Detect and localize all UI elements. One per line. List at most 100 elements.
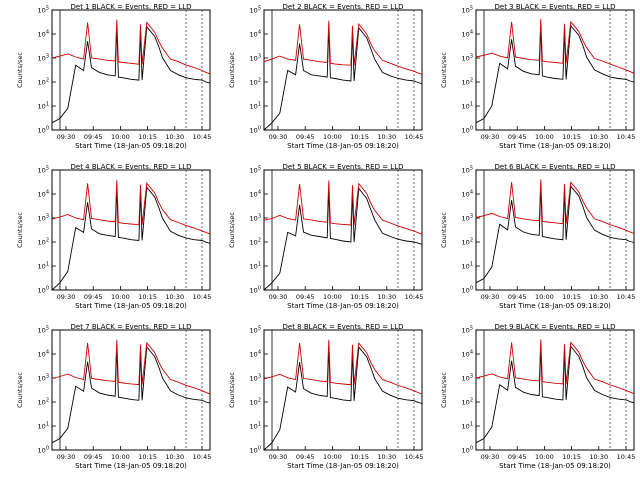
x-tick-label: 09:30	[57, 453, 76, 461]
x-tick-label: 10:00	[323, 293, 342, 301]
y-tick-label: 105	[462, 326, 473, 335]
x-tick-label: 09:30	[269, 453, 288, 461]
x-tick-label: 09:30	[269, 293, 288, 301]
x-tick-label: 10:30	[165, 133, 184, 141]
series-line-events	[475, 345, 635, 444]
y-tick-label: 103	[462, 54, 473, 63]
chart-panel-7: Det 7 BLACK = Events, RED = LLD 100 101 102…	[8, 322, 218, 480]
y-axis-label: Counts/sec	[16, 212, 24, 248]
x-tick-label: 10:45	[405, 133, 424, 141]
plot-frame	[263, 169, 423, 291]
y-tick-label: 101	[250, 102, 261, 111]
chart-panel-1: Det 1 BLACK = Events, RED = LLD 100 101 102…	[8, 2, 218, 160]
chart-svg-8: Det 8 BLACK = Events, RED = LLD 100 101 102…	[228, 323, 423, 470]
y-tick-label: 105	[250, 6, 261, 15]
y-tick-label: 105	[38, 326, 49, 335]
y-tick-label: 102	[38, 398, 49, 407]
x-tick-label: 10:45	[193, 453, 212, 461]
x-tick-label: 10:30	[165, 293, 184, 301]
series-line-lld	[51, 339, 211, 395]
y-tick-label: 105	[38, 6, 49, 15]
y-tick-label: 102	[250, 78, 261, 87]
y-axis-label: Counts/sec	[228, 372, 236, 408]
y-axis-label: Counts/sec	[440, 372, 448, 408]
plot-frame	[475, 329, 635, 451]
y-tick-label: 103	[462, 214, 473, 223]
x-tick-label: 10:30	[165, 453, 184, 461]
chart-svg-1: Det 1 BLACK = Events, RED = LLD 100 101 102…	[16, 3, 211, 150]
x-tick-label: 09:30	[269, 133, 288, 141]
y-tick-label: 105	[462, 6, 473, 15]
x-tick-label: 09:45	[508, 293, 527, 301]
x-tick-label: 10:00	[111, 133, 130, 141]
y-tick-label: 100	[250, 446, 261, 455]
series-line-lld	[475, 18, 635, 74]
chart-title: Det 3 BLACK = Events, RED = LLD	[495, 3, 616, 11]
series-line-events	[51, 345, 211, 444]
y-tick-label: 100	[38, 446, 49, 455]
x-tick-label: 09:30	[481, 453, 500, 461]
y-axis-label: Counts/sec	[228, 52, 236, 88]
x-axis-label: Start Time (18-Jan-05 09:18:20)	[499, 462, 611, 470]
chart-title: Det 7 BLACK = Events, RED = LLD	[71, 323, 192, 331]
chart-panel-2: Det 2 BLACK = Events, RED = LLD 100 101 102…	[220, 2, 430, 160]
y-tick-label: 105	[38, 166, 49, 175]
chart-panel-9: Det 9 BLACK = Events, RED = LLD 100 101 102…	[432, 322, 640, 480]
x-tick-label: 10:30	[377, 293, 396, 301]
y-tick-label: 105	[462, 166, 473, 175]
series-line-events	[263, 26, 423, 131]
y-tick-label: 104	[250, 350, 261, 359]
series-line-events	[51, 25, 211, 124]
y-tick-label: 104	[462, 190, 473, 199]
chart-svg-3: Det 3 BLACK = Events, RED = LLD 100 101 102…	[440, 3, 635, 150]
x-tick-label: 10:00	[323, 133, 342, 141]
x-tick-label: 10:15	[138, 133, 157, 141]
y-tick-label: 103	[38, 214, 49, 223]
x-axis-label: Start Time (18-Jan-05 09:18:20)	[75, 142, 187, 150]
x-tick-label: 10:00	[323, 453, 342, 461]
x-tick-label: 10:00	[535, 133, 554, 141]
plot-frame	[51, 329, 211, 451]
y-tick-label: 101	[38, 422, 49, 431]
chart-svg-9: Det 9 BLACK = Events, RED = LLD 100 101 102…	[440, 323, 636, 470]
plot-frame	[51, 9, 211, 131]
x-tick-label: 10:15	[562, 133, 581, 141]
x-tick-label: 09:45	[296, 133, 315, 141]
y-tick-label: 101	[38, 262, 49, 271]
y-tick-label: 104	[462, 30, 473, 39]
x-tick-label: 09:30	[57, 293, 76, 301]
y-tick-label: 101	[462, 262, 473, 271]
x-tick-label: 09:45	[84, 293, 103, 301]
y-tick-label: 105	[250, 326, 261, 335]
x-axis-label: Start Time (18-Jan-05 09:18:20)	[75, 302, 187, 310]
chart-svg-2: Det 2 BLACK = Events, RED = LLD 100 101 102…	[228, 3, 424, 150]
chart-title: Det 6 BLACK = Events, RED = LLD	[495, 163, 616, 171]
series-line-lld	[475, 339, 635, 395]
y-tick-label: 101	[462, 422, 473, 431]
y-tick-label: 101	[462, 102, 473, 111]
plot-frame	[263, 9, 423, 131]
chart-svg-7: Det 7 BLACK = Events, RED = LLD 100 101 102…	[16, 323, 212, 470]
series-line-events	[475, 185, 635, 284]
y-tick-label: 104	[38, 190, 49, 199]
series-line-lld	[51, 19, 211, 75]
chart-panel-4: Det 4 BLACK = Events, RED = LLD 100 101 102…	[8, 162, 218, 320]
x-tick-label: 09:45	[508, 453, 527, 461]
y-tick-label: 104	[462, 350, 473, 359]
y-tick-label: 101	[250, 422, 261, 431]
x-axis-label: Start Time (18-Jan-05 09:18:20)	[287, 142, 399, 150]
x-tick-label: 10:45	[193, 293, 212, 301]
x-tick-label: 10:00	[535, 453, 554, 461]
y-axis-label: Counts/sec	[228, 212, 236, 248]
x-axis-label: Start Time (18-Jan-05 09:18:20)	[75, 462, 187, 470]
series-line-events	[263, 346, 423, 451]
x-tick-label: 10:30	[589, 133, 608, 141]
x-tick-label: 10:15	[350, 293, 369, 301]
x-tick-label: 10:15	[350, 133, 369, 141]
y-tick-label: 103	[38, 374, 49, 383]
plot-frame	[475, 169, 635, 291]
x-tick-label: 10:45	[617, 453, 636, 461]
y-tick-label: 104	[250, 190, 261, 199]
y-tick-label: 102	[462, 398, 473, 407]
y-tick-label: 104	[38, 350, 49, 359]
